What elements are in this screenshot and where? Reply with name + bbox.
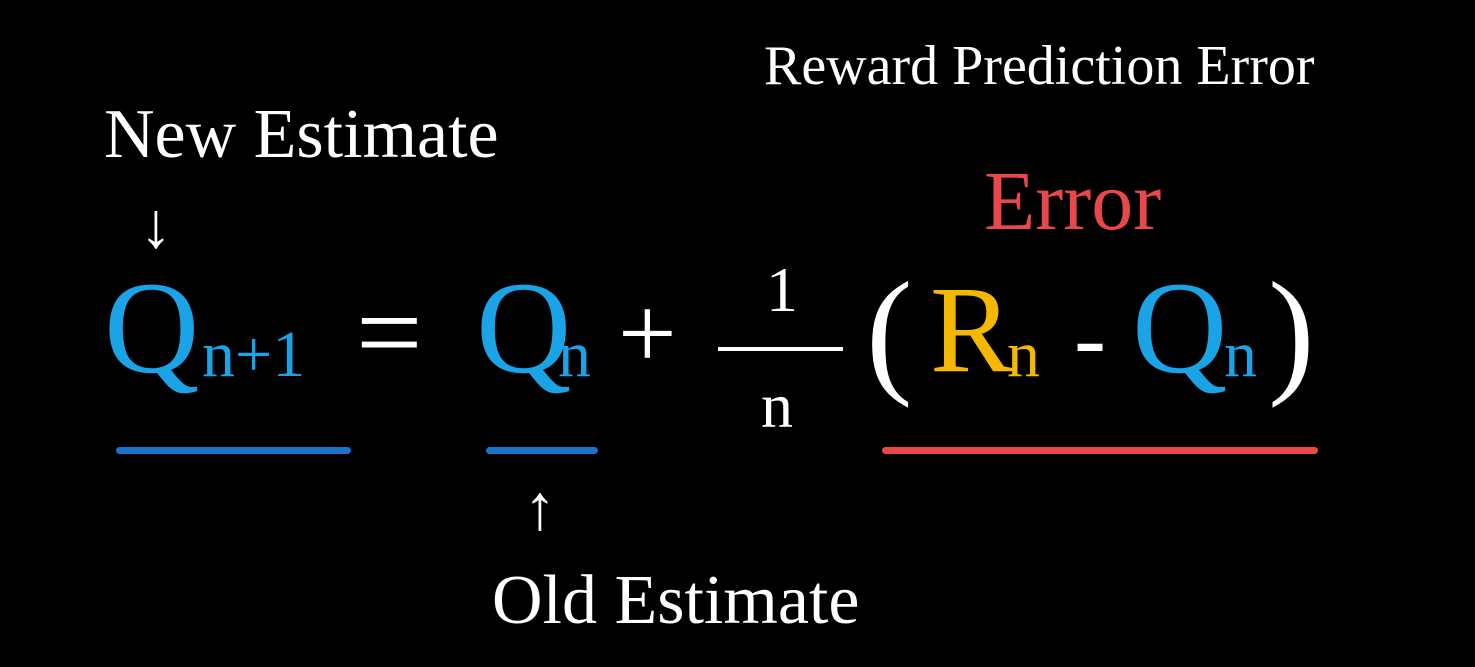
new-estimate-q-symbol: Q [104,254,200,401]
new-estimate-underline [116,447,351,454]
error-label: Error [984,155,1162,248]
reward-prediction-error-title: Reward Prediction Error [764,35,1315,97]
old-estimate-label: Old Estimate [492,562,860,639]
close-parenthesis: ) [1268,254,1315,409]
new-estimate-label: New Estimate [104,96,499,173]
error-underline [882,447,1318,454]
equals-sign: = [356,267,423,398]
error-q-subscript: n [1224,318,1257,391]
minus-sign: - [1074,284,1106,391]
reward-r-symbol: R [930,261,1013,398]
arrow-up-icon: ↑ [524,472,556,543]
error-q-symbol: Q [1132,254,1228,401]
fraction-bar [718,347,843,351]
old-estimate-underline [486,447,598,454]
open-parenthesis: ( [866,254,913,409]
old-estimate-q-symbol: Q [476,254,572,401]
fraction-numerator: 1 [766,254,798,325]
plus-sign: + [618,276,677,391]
fraction-denominator: n [761,370,793,441]
arrow-down-icon: ↓ [140,190,172,261]
reward-subscript: n [1007,318,1040,391]
new-estimate-subscript: n+1 [202,318,306,391]
old-estimate-subscript: n [558,318,591,391]
